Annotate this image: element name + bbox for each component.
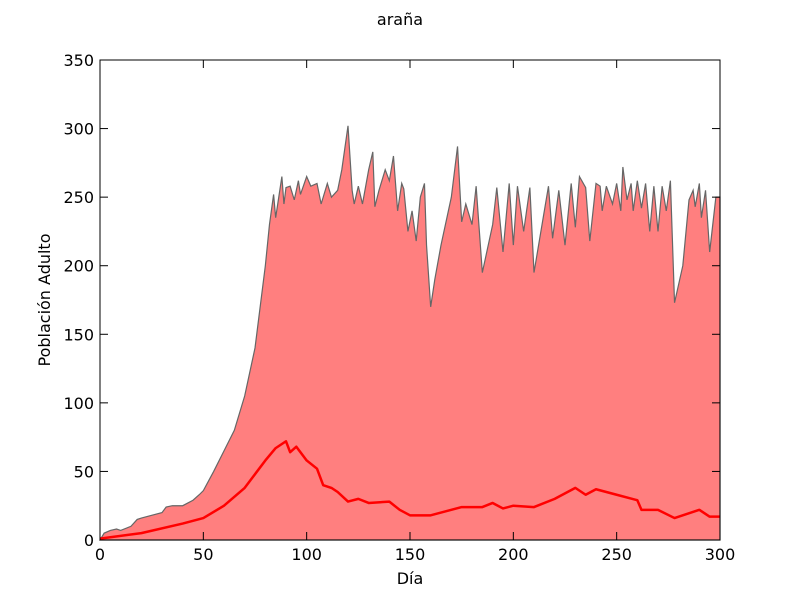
x-tick-label: 200	[498, 545, 529, 564]
x-tick-label: 150	[395, 545, 426, 564]
chart-title: araña	[377, 10, 423, 29]
x-tick-label: 100	[291, 545, 322, 564]
line	[99, 440, 720, 540]
y-tick-label: 350	[63, 51, 94, 70]
x-tick-label: 250	[601, 545, 632, 564]
y-tick-label: 100	[63, 394, 94, 413]
y-tick-label: 150	[63, 325, 94, 344]
y-tick-label: 0	[84, 531, 94, 550]
y-axis-label: Población Adulto	[35, 234, 54, 367]
x-tick-label: 300	[705, 545, 736, 564]
x-tick-label: 50	[193, 545, 213, 564]
x-tick-label: 0	[95, 545, 105, 564]
x-axis-label: Día	[397, 569, 424, 588]
y-tick-label: 300	[63, 120, 94, 139]
y-tick-label: 200	[63, 257, 94, 276]
y-tick-label: 250	[63, 188, 94, 207]
y-tick-label: 50	[74, 462, 94, 481]
area	[98, 125, 721, 541]
